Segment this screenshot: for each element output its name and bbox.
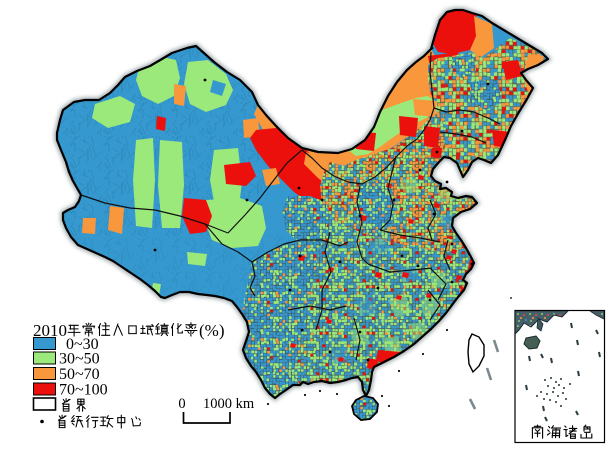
svg-text:2010: 2010 xyxy=(33,321,67,340)
svg-text:1000 km: 1000 km xyxy=(203,396,255,412)
svg-text:0: 0 xyxy=(178,396,185,412)
svg-text:50~70: 50~70 xyxy=(59,366,100,383)
svg-text:30~50: 30~50 xyxy=(59,351,100,368)
svg-text:70~100: 70~100 xyxy=(59,382,108,399)
svg-text:0~30: 0~30 xyxy=(66,336,99,353)
svg-text:(%): (%) xyxy=(199,321,224,340)
